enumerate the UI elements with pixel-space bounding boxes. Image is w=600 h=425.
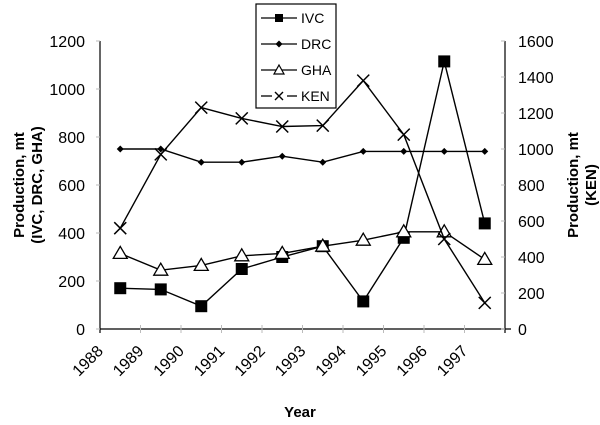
square-marker-icon xyxy=(114,282,127,295)
axes: 0 200 400 600 800 1000 1200 0 200 400 600 800 1000 12… xyxy=(11,34,600,421)
left-tick-label: 200 xyxy=(58,274,85,291)
x-tick-label: 1996 xyxy=(394,343,431,380)
diamond-marker-icon xyxy=(116,145,124,153)
triangle-marker-icon xyxy=(314,237,331,252)
series-line xyxy=(119,79,486,304)
square-marker-icon xyxy=(357,295,370,308)
left-axis-title-line: (IVC, DRC, GHA) xyxy=(29,126,46,244)
x-tick-label: 1997 xyxy=(434,343,471,380)
x-tick-label: 1989 xyxy=(110,343,147,380)
legend-item-ken: KEN xyxy=(261,88,330,104)
x-marker-icon xyxy=(275,119,289,134)
right-tick-label: 0 xyxy=(518,322,527,339)
legend-label: DRC xyxy=(301,36,331,52)
right-tick-label: 1600 xyxy=(518,34,554,51)
left-tick-label: 400 xyxy=(58,226,85,243)
right-axis-title: Production, mt(KEN) xyxy=(565,132,600,238)
triangle-marker-icon xyxy=(112,245,129,260)
left-tick-label: 600 xyxy=(58,178,85,195)
right-tick-label: 400 xyxy=(518,250,545,267)
x-marker-icon xyxy=(274,91,284,101)
legend: IVC DRC GHA KEN xyxy=(255,3,337,109)
square-marker-icon xyxy=(275,14,283,22)
x-tick-label: 1993 xyxy=(272,343,309,380)
diamond-marker-icon xyxy=(440,147,448,155)
series-ken xyxy=(113,74,492,310)
left-tick-label: 800 xyxy=(58,130,85,147)
x-marker-icon xyxy=(478,296,492,310)
diamond-marker-icon xyxy=(157,145,165,153)
series-line xyxy=(119,231,486,271)
diamond-marker-icon xyxy=(197,158,205,166)
diamond-marker-icon xyxy=(319,158,327,166)
series-line xyxy=(120,148,485,163)
triangle-marker-icon xyxy=(152,261,169,276)
triangle-marker-icon xyxy=(355,231,372,246)
right-tick-label: 800 xyxy=(518,178,545,195)
legend-item-ivc: IVC xyxy=(261,10,324,26)
right-tick-label: 200 xyxy=(518,286,545,303)
series-gha xyxy=(112,223,493,276)
diamond-marker-icon xyxy=(278,152,286,160)
right-axis-title-line: (KEN) xyxy=(583,164,600,206)
left-axis-title-line: Production, mt xyxy=(11,132,28,238)
x-marker-icon xyxy=(397,128,411,142)
x-marker-icon xyxy=(356,74,370,88)
legend-box xyxy=(255,3,337,109)
x-marker-icon xyxy=(437,232,451,246)
left-tick-label: 1000 xyxy=(49,82,85,99)
diamond-marker-icon xyxy=(275,40,283,48)
right-axis-title-line: Production, mt xyxy=(565,132,582,238)
x-marker-icon xyxy=(194,101,208,115)
right-tick-label: 600 xyxy=(518,214,545,231)
series-line xyxy=(120,61,486,308)
x-marker-icon xyxy=(113,221,127,235)
square-marker-icon xyxy=(235,263,248,275)
x-axis-title: Year xyxy=(284,404,316,421)
diamond-marker-icon xyxy=(359,147,367,155)
left-tick-label: 0 xyxy=(76,322,85,339)
right-tick-label: 1400 xyxy=(518,70,554,87)
diamond-marker-icon xyxy=(481,147,489,155)
x-tick-label: 1994 xyxy=(313,343,350,380)
legend-item-drc: DRC xyxy=(261,36,331,52)
left-tick-label: 1200 xyxy=(49,34,85,51)
x-tick-label: 1992 xyxy=(232,343,269,380)
series-layer xyxy=(112,55,493,313)
triangle-marker-icon xyxy=(233,247,250,262)
diamond-marker-icon xyxy=(400,147,408,155)
legend-item-gha: GHA xyxy=(261,62,332,78)
legend-label: KEN xyxy=(301,88,330,104)
square-marker-icon xyxy=(195,300,208,313)
triangle-marker-icon xyxy=(193,257,210,272)
diamond-marker-icon xyxy=(238,158,246,166)
x-marker-icon xyxy=(235,111,249,125)
square-marker-icon xyxy=(478,217,491,230)
series-drc xyxy=(116,145,489,166)
triangle-marker-icon xyxy=(395,223,412,238)
right-tick-label: 1000 xyxy=(518,142,554,159)
triangle-marker-icon xyxy=(274,245,291,260)
right-tick-label: 1200 xyxy=(518,106,554,123)
x-tick-label: 1988 xyxy=(70,343,107,380)
x-tick-label: 1990 xyxy=(151,343,188,380)
square-marker-icon xyxy=(154,283,167,296)
x-tick-label: 1995 xyxy=(353,343,390,380)
triangle-marker-icon xyxy=(476,251,493,266)
x-marker-icon xyxy=(316,119,330,133)
x-tick-label: 1991 xyxy=(191,343,228,380)
x-marker-icon xyxy=(154,147,168,161)
legend-label: IVC xyxy=(301,10,324,26)
square-marker-icon xyxy=(438,55,451,68)
left-axis-title: Production, mt(IVC, DRC, GHA) xyxy=(11,126,46,244)
triangle-marker-icon xyxy=(272,63,286,75)
legend-label: GHA xyxy=(301,62,332,78)
